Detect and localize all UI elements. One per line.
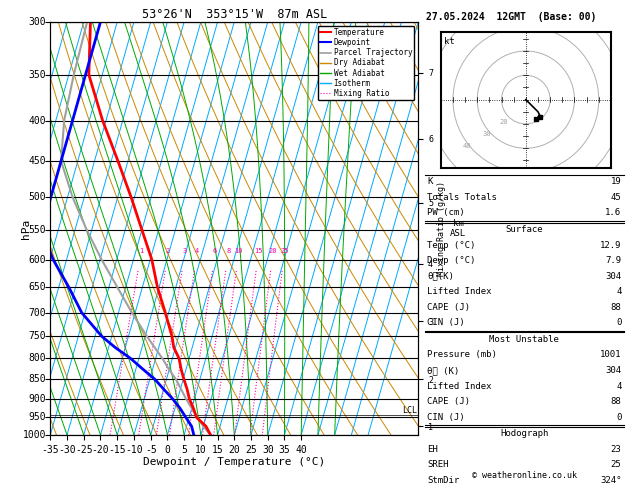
Text: hPa: hPa [21,218,31,239]
X-axis label: Dewpoint / Temperature (°C): Dewpoint / Temperature (°C) [143,457,325,468]
Text: EH: EH [427,445,438,454]
Text: 23: 23 [611,445,621,454]
Text: 1: 1 [139,248,143,254]
Text: © weatheronline.co.uk: © weatheronline.co.uk [472,470,577,480]
Text: 10: 10 [235,248,243,254]
Text: PW (cm): PW (cm) [427,208,465,218]
Text: CAPE (J): CAPE (J) [427,303,470,312]
Text: CAPE (J): CAPE (J) [427,397,470,406]
Text: LCL: LCL [403,406,417,415]
Text: Temp (°C): Temp (°C) [427,241,476,250]
Text: 30: 30 [482,131,491,137]
Text: 45: 45 [611,193,621,202]
Text: 6: 6 [213,248,217,254]
Text: 2: 2 [166,248,170,254]
Text: 8: 8 [226,248,230,254]
Text: CIN (J): CIN (J) [427,318,465,328]
Text: 450: 450 [28,156,46,166]
Text: 15: 15 [254,248,263,254]
Text: 4: 4 [195,248,199,254]
Text: 3: 3 [182,248,187,254]
Text: 27.05.2024  12GMT  (Base: 00): 27.05.2024 12GMT (Base: 00) [426,12,596,22]
Text: 900: 900 [28,394,46,404]
Text: 4: 4 [616,382,621,391]
Text: Surface: Surface [506,225,543,234]
Text: StmDir: StmDir [427,476,459,485]
Text: 700: 700 [28,308,46,317]
Text: 600: 600 [28,255,46,265]
Text: 950: 950 [28,412,46,422]
Text: Hodograph: Hodograph [500,429,548,438]
Text: 550: 550 [28,225,46,235]
Legend: Temperature, Dewpoint, Parcel Trajectory, Dry Adiabat, Wet Adiabat, Isotherm, Mi: Temperature, Dewpoint, Parcel Trajectory… [318,26,415,100]
Text: 40: 40 [463,143,471,149]
Text: Lifted Index: Lifted Index [427,287,492,296]
Text: 25: 25 [280,248,289,254]
Text: K: K [427,177,433,187]
Text: Mixing Ratio (g/kg): Mixing Ratio (g/kg) [437,181,446,276]
Title: 53°26'N  353°15'W  87m ASL: 53°26'N 353°15'W 87m ASL [142,8,327,21]
Text: Lifted Index: Lifted Index [427,382,492,391]
Text: 0: 0 [616,318,621,328]
Y-axis label: km
ASL: km ASL [450,219,466,238]
Text: CIN (J): CIN (J) [427,413,465,422]
Text: 88: 88 [611,303,621,312]
Text: 500: 500 [28,192,46,202]
Text: 304: 304 [605,272,621,281]
Text: Totals Totals: Totals Totals [427,193,497,202]
Text: 0: 0 [616,413,621,422]
Text: 19: 19 [611,177,621,187]
Text: 20: 20 [269,248,277,254]
Text: 88: 88 [611,397,621,406]
Text: 304: 304 [605,366,621,375]
Text: 1000: 1000 [23,430,46,440]
Text: θᴄ (K): θᴄ (K) [427,366,459,375]
Text: 4: 4 [616,287,621,296]
Text: Most Unstable: Most Unstable [489,335,559,344]
Text: 1.6: 1.6 [605,208,621,218]
Text: 20: 20 [499,119,508,125]
Text: SREH: SREH [427,460,448,469]
Text: 750: 750 [28,331,46,341]
Text: Dewp (°C): Dewp (°C) [427,256,476,265]
Text: 324°: 324° [600,476,621,485]
Text: 350: 350 [28,70,46,80]
Text: 850: 850 [28,374,46,384]
Text: 300: 300 [28,17,46,27]
Text: 1001: 1001 [600,350,621,360]
Text: 800: 800 [28,353,46,364]
Text: kt: kt [444,37,455,46]
Text: 400: 400 [28,116,46,125]
Text: 7.9: 7.9 [605,256,621,265]
Text: 650: 650 [28,282,46,292]
Text: 12.9: 12.9 [600,241,621,250]
Text: Pressure (mb): Pressure (mb) [427,350,497,360]
Text: 25: 25 [611,460,621,469]
Text: θᴄ(K): θᴄ(K) [427,272,454,281]
